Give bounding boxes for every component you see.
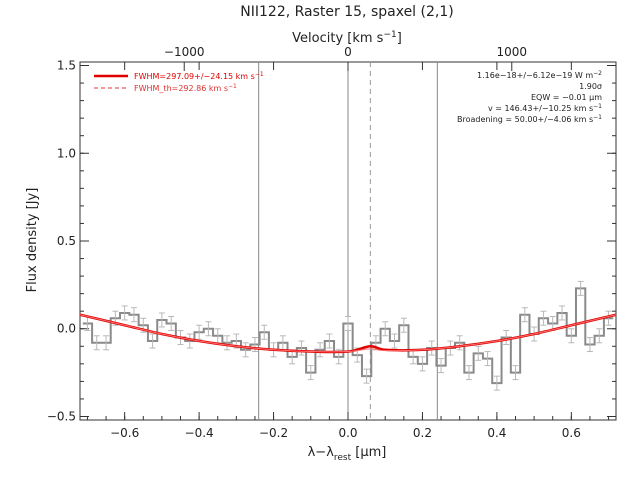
top-axis-label-sup: −1 — [383, 30, 396, 40]
chart-title: NII122, Raster 15, spaxel (2,1) — [240, 4, 453, 20]
x-tick-label-5: 0.4 — [487, 426, 506, 440]
annotation-3: v = 146.43+/−10.25 km s−1 — [488, 103, 602, 113]
fit-curve-thermal — [80, 314, 616, 353]
annotation-2: EQW = −0.01 μm — [531, 93, 602, 102]
annotation-text-2: EQW = −0.01 μm — [531, 93, 602, 102]
annotation-sup-3: −1 — [593, 103, 602, 110]
y-axis-label: Flux density [Jy] — [25, 188, 40, 293]
x-tick-label-0: −0.6 — [110, 426, 139, 440]
y-tick-label-0: −0.5 — [47, 409, 76, 423]
annotation-sup-4: −1 — [593, 114, 602, 121]
annotation-text-4: Broadening = 50.00+/−4.06 km s — [457, 115, 593, 124]
legend-text-0: FWHM=297.09+/−24.15 km s — [134, 72, 255, 81]
legend-sup-1: −1 — [228, 83, 237, 90]
x-tick-label-2: −0.2 — [259, 426, 288, 440]
top-tick-label-1: 0 — [344, 45, 352, 59]
legend-label-0: FWHM=297.09+/−24.15 km s−1 — [134, 71, 264, 81]
y-tick-label-3: 1.0 — [57, 146, 76, 160]
top-axis-label: Velocity [km s−1] — [292, 30, 402, 46]
x-axis-label-main: λ−λ — [308, 445, 335, 460]
x-axis-label-unit: [μm] — [351, 445, 386, 460]
top-axis-label-main: Velocity [km s — [292, 31, 384, 46]
legend-text-1: FWHM_th=292.86 km s — [134, 84, 228, 93]
x-tick-label-3: 0.0 — [338, 426, 357, 440]
x-axis-label: λ−λrest [μm] — [308, 445, 387, 463]
spectrum-histogram — [82, 287, 614, 385]
legend-sup-0: −1 — [255, 71, 264, 78]
y-tick-label-2: 0.5 — [57, 234, 76, 248]
y-tick-label-4: 1.5 — [57, 59, 76, 73]
top-tick-label-0: −1000 — [164, 45, 205, 59]
annotation-text-1: 1.90σ — [579, 82, 602, 91]
top-axis-label-end: ] — [397, 31, 402, 46]
x-tick-label-1: −0.4 — [185, 426, 214, 440]
annotation-0: 1.16e−18+/−6.12e−19 W m−2 — [477, 70, 602, 80]
x-tick-label-4: 0.2 — [413, 426, 432, 440]
y-tick-label-1: 0.0 — [57, 322, 76, 336]
top-tick-label-2: 1000 — [497, 45, 528, 59]
annotation-4: Broadening = 50.00+/−4.06 km s−1 — [457, 114, 602, 124]
annotation-text-3: v = 146.43+/−10.25 km s — [488, 104, 593, 113]
x-tick-label-6: 0.6 — [562, 426, 581, 440]
annotation-text-0: 1.16e−18+/−6.12e−19 W m — [477, 71, 593, 80]
legend-label-1: FWHM_th=292.86 km s−1 — [134, 83, 237, 93]
annotation-sup-0: −2 — [593, 70, 602, 77]
x-axis-label-sub: rest — [334, 453, 352, 463]
series-group — [80, 280, 616, 391]
plot-area: −0.6 −0.4 −0.2 0.0 0.2 0.4 0.6 −1000 0 1000 −0.5 0.… — [47, 45, 617, 440]
annotation-1: 1.90σ — [579, 82, 602, 91]
